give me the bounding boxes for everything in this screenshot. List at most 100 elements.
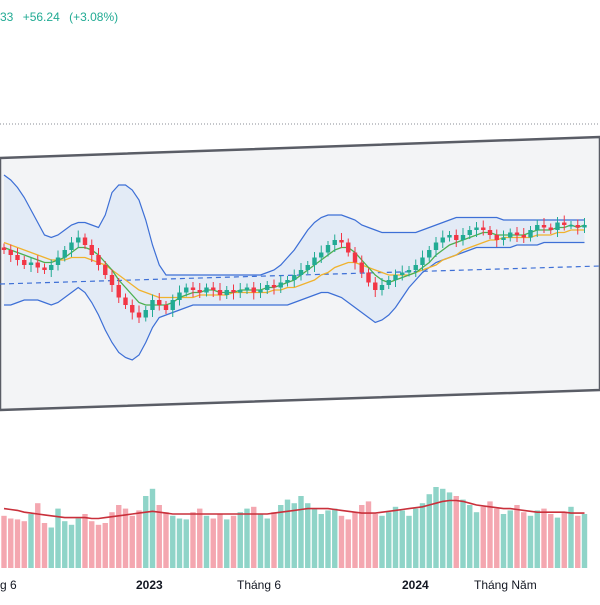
candle-body <box>278 282 283 288</box>
volume-bar <box>507 510 513 568</box>
candle-body <box>427 250 432 258</box>
volume-bar <box>480 506 486 568</box>
volume-bar <box>95 524 102 568</box>
candle-body <box>28 262 34 265</box>
candle-body <box>454 235 459 240</box>
candle-body <box>440 237 445 243</box>
candle-body <box>123 297 128 305</box>
candle-body <box>420 257 425 265</box>
candle-body <box>96 255 101 265</box>
candle-body <box>204 287 209 293</box>
volume-bar <box>575 515 581 568</box>
volume-bar <box>28 514 34 568</box>
candle-body <box>35 262 40 268</box>
candle-body <box>163 305 169 310</box>
volume-bar <box>230 515 237 568</box>
candle-body <box>346 242 351 253</box>
candle-body <box>184 287 189 293</box>
volume-bar <box>399 510 405 568</box>
candle-body <box>150 300 155 310</box>
volume-bar <box>244 508 250 568</box>
volume-bar <box>136 510 142 568</box>
candle-body <box>582 225 587 228</box>
volume-bar <box>453 496 459 568</box>
volume-bar <box>568 506 574 568</box>
candle-body <box>508 232 513 238</box>
volume-bar <box>48 527 54 568</box>
candle-body <box>312 257 317 265</box>
volume-bar <box>345 519 351 568</box>
candle-body <box>501 237 506 240</box>
price-legend: 33 +56.24 (+3.08%) <box>0 10 124 24</box>
candle-body <box>190 287 196 290</box>
candle-body <box>305 265 310 270</box>
volume-bar <box>325 510 331 568</box>
candle-body <box>474 227 479 230</box>
volume-bar <box>257 514 264 568</box>
volume-bar <box>446 492 453 568</box>
volume-bar <box>284 499 291 568</box>
candle-body <box>285 280 290 283</box>
volume-bar <box>291 503 297 568</box>
volume-bar <box>109 512 115 568</box>
candle-body <box>238 290 243 293</box>
volume-bar <box>183 519 189 568</box>
candle-body <box>136 312 142 318</box>
candle-body <box>89 245 94 255</box>
price-change-percent: (+3.08%) <box>69 10 119 24</box>
x-axis-label: 2023 <box>136 578 163 592</box>
volume-bar <box>75 518 81 568</box>
candle-body <box>292 275 297 280</box>
candle-body <box>535 225 540 230</box>
x-axis-label: Tháng 6 <box>237 578 281 592</box>
volume-bar <box>163 512 169 568</box>
candle-body <box>528 230 533 238</box>
candle-body <box>319 252 324 258</box>
volume-ma-line <box>3 499 585 520</box>
candle-body <box>373 282 378 290</box>
x-axis-label: g 6 <box>0 578 17 592</box>
x-axis-label: 2024 <box>402 578 429 592</box>
volume-bar <box>338 515 345 568</box>
candle-body <box>298 270 304 275</box>
price-value-partial: 33 <box>0 10 14 24</box>
candle-body <box>386 280 391 285</box>
candle-body <box>481 227 486 230</box>
volume-bar <box>500 514 507 568</box>
volume-bar <box>21 521 27 568</box>
candle-body <box>211 287 216 290</box>
volume-bar <box>298 496 304 568</box>
volume-bar <box>311 508 318 568</box>
volume-bar <box>460 499 466 568</box>
volume-bar <box>237 512 243 568</box>
candle-body <box>62 250 67 258</box>
ma-slow-line <box>3 229 585 299</box>
candle-body <box>231 290 236 293</box>
bollinger-upper-line <box>3 174 585 276</box>
candle-body <box>258 290 263 293</box>
volume-bar <box>365 501 372 568</box>
volume-bar <box>561 512 567 568</box>
candle-body <box>413 265 418 270</box>
candle-body <box>224 290 229 295</box>
candle-body <box>514 232 520 235</box>
volume-bar <box>352 512 358 568</box>
candle-body <box>109 275 115 285</box>
volume-bar <box>305 503 311 568</box>
price-change: +56.24 <box>22 10 60 24</box>
volume-bar <box>143 496 149 568</box>
volume-bar <box>210 518 216 568</box>
volume-bar <box>129 515 135 568</box>
candle-body <box>393 275 398 280</box>
candle-body <box>379 285 385 290</box>
candle-body <box>339 240 344 243</box>
volume-bar <box>467 505 473 568</box>
volume-bar <box>581 514 588 568</box>
candle-body <box>177 292 182 300</box>
volume-bar <box>527 515 534 568</box>
volume-bar <box>55 508 61 568</box>
candle-body <box>575 225 580 228</box>
candle-body <box>103 265 108 275</box>
